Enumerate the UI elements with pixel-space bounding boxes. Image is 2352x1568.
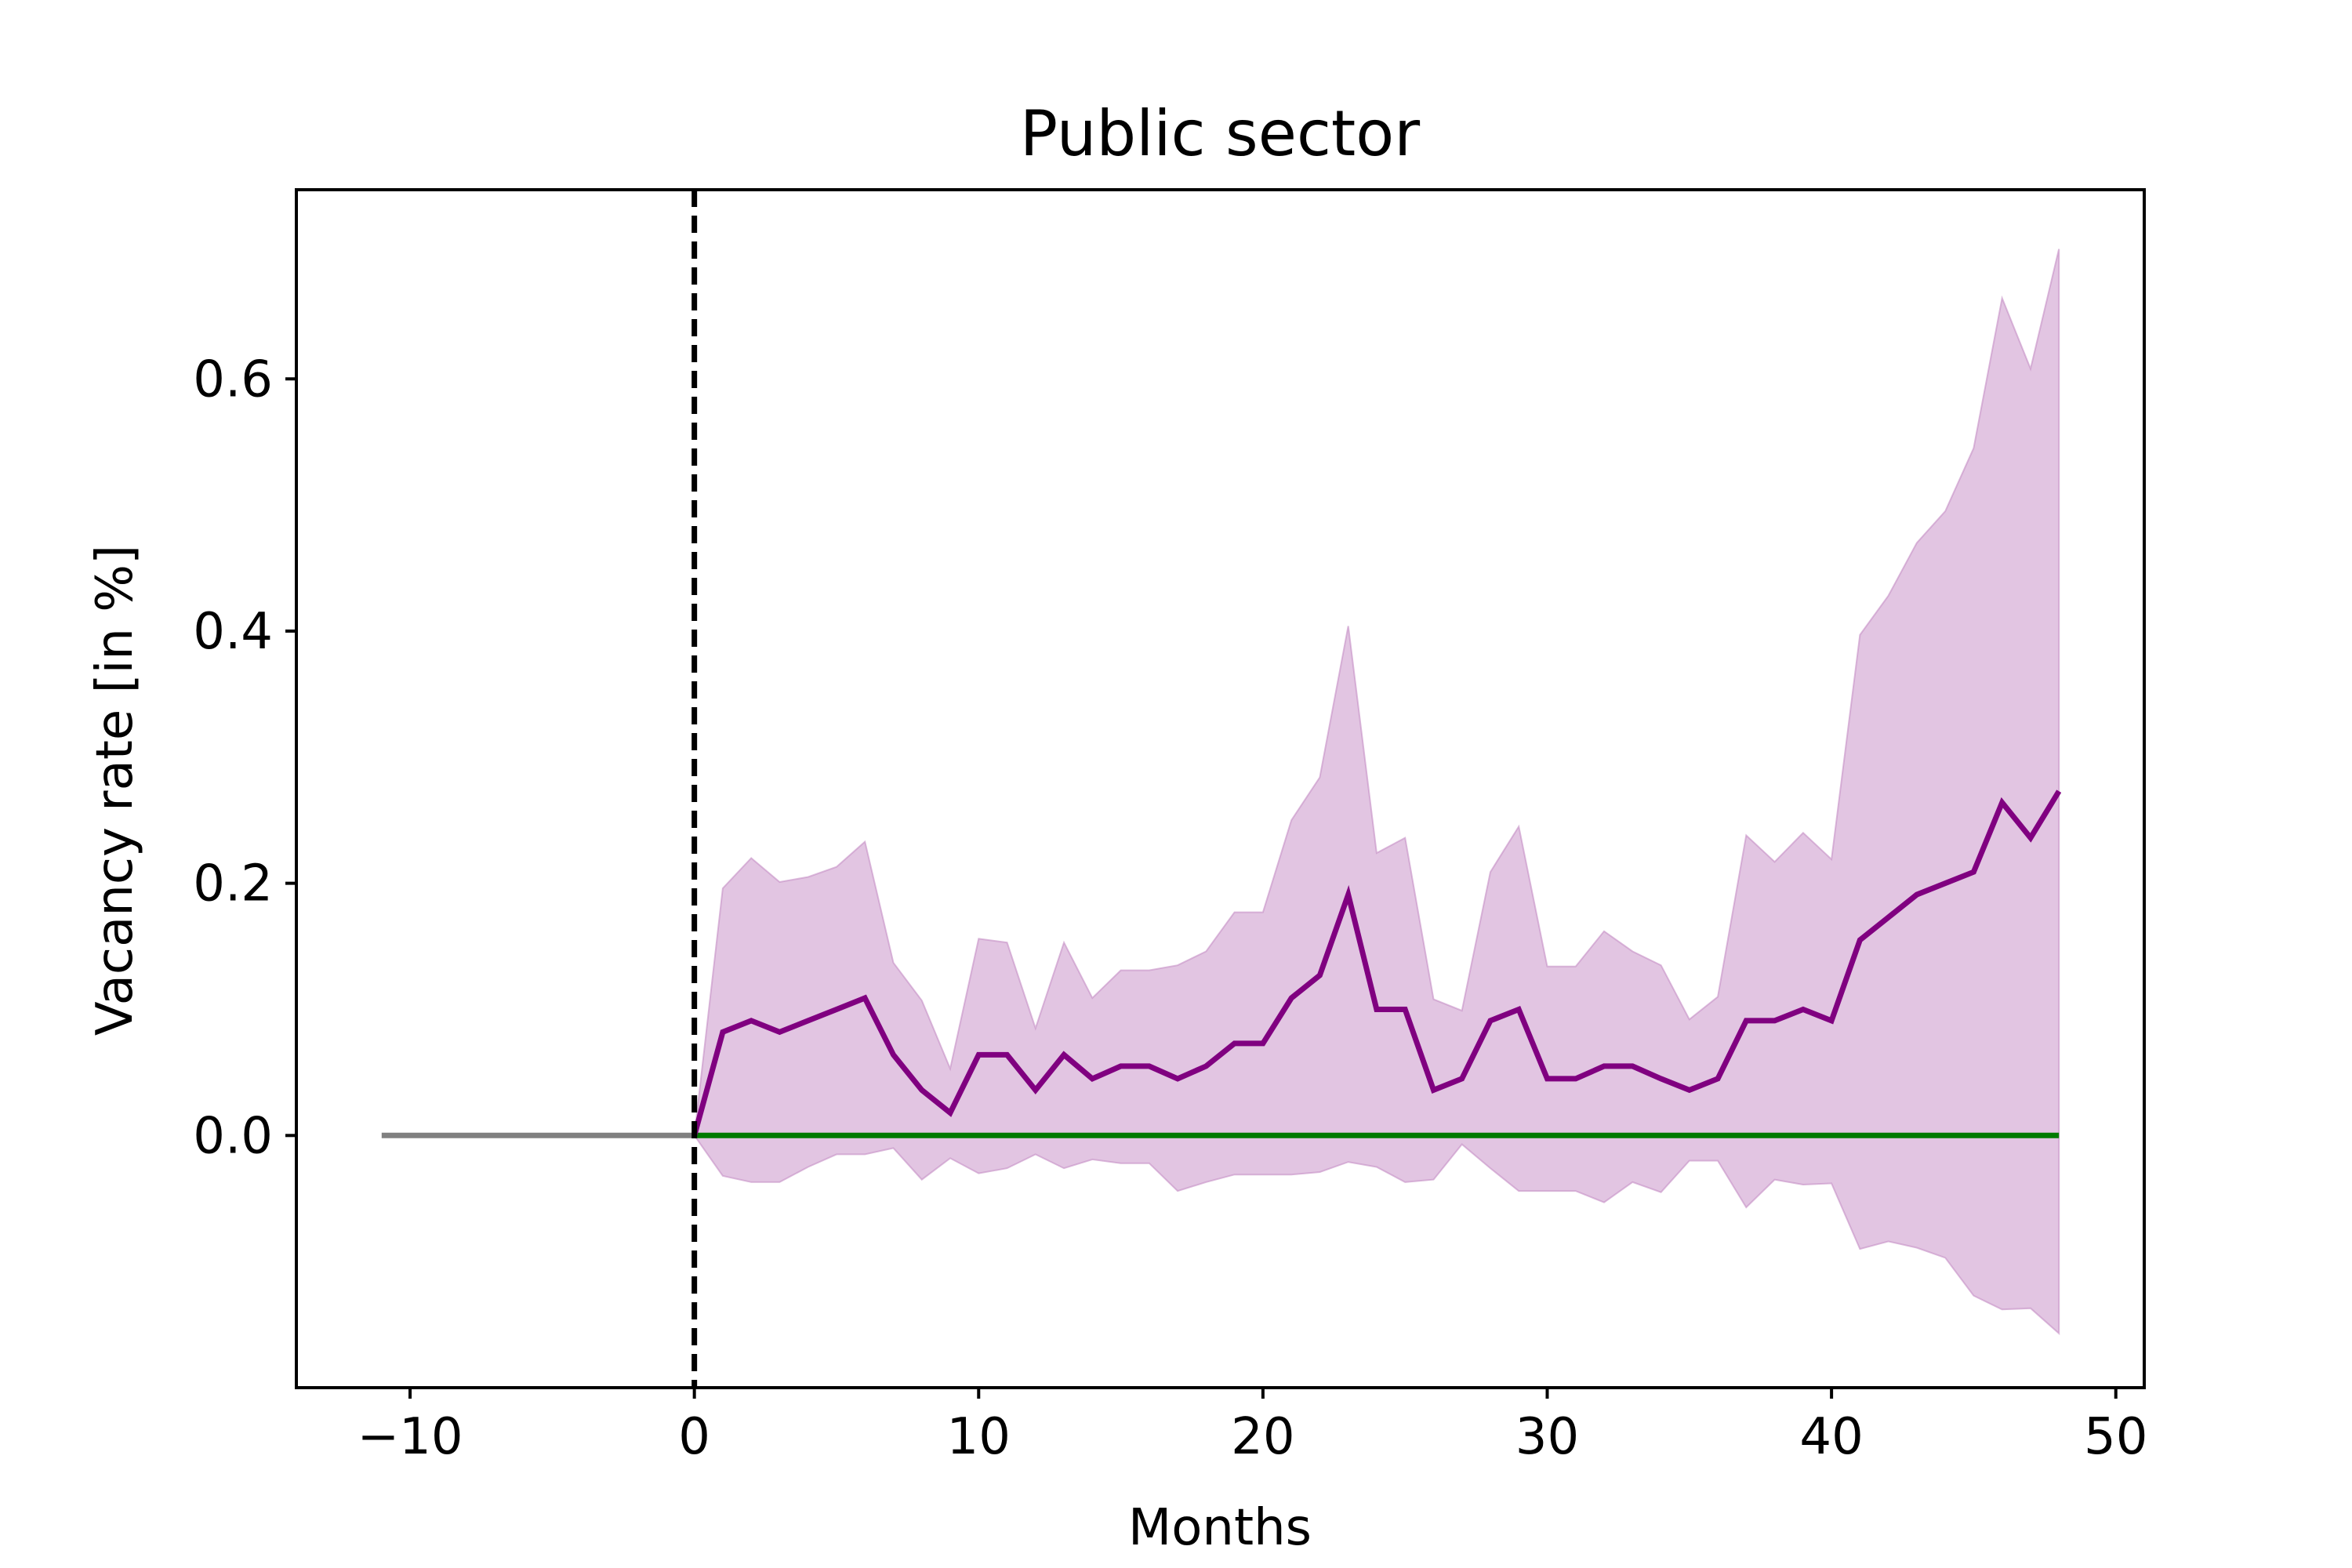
- y-axis-label: Vacancy rate [in %]: [86, 545, 144, 1036]
- estimate-line: [691, 789, 2062, 1137]
- y-tick-label: 0.2: [193, 855, 273, 913]
- x-tick-label: 0: [678, 1408, 710, 1466]
- x-tick-label: 30: [1515, 1408, 1579, 1466]
- confidence-band: [693, 249, 2060, 1336]
- x-axis-label: Months: [1128, 1499, 1312, 1557]
- chart-title: Public sector: [1020, 97, 1420, 170]
- x-tick-label: −10: [358, 1408, 463, 1466]
- x-tick-label: 20: [1231, 1408, 1294, 1466]
- x-tick-label: 10: [947, 1408, 1011, 1466]
- plot-layer: [381, 190, 2062, 1388]
- y-tick-label: 0.0: [193, 1107, 273, 1165]
- x-tick-label: 40: [1799, 1408, 1863, 1466]
- tick-layer: −10 0 10 20 30 40 50 0.0 0.2 0.4 0.6: [193, 350, 2147, 1466]
- y-tick-label: 0.4: [193, 603, 273, 661]
- y-tick-label: 0.6: [193, 350, 273, 408]
- plot-frame: [295, 188, 2146, 1389]
- x-tick-label: 50: [2084, 1408, 2147, 1466]
